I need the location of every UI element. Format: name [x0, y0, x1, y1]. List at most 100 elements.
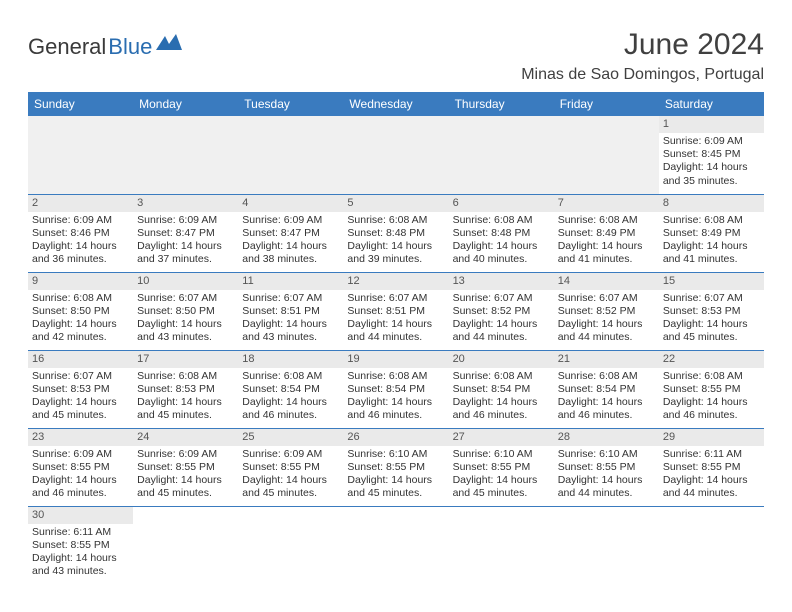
sunrise-text: Sunrise: 6:07 AM — [347, 292, 444, 305]
daylight-text: Daylight: 14 hours — [558, 240, 655, 253]
day-number: 28 — [554, 429, 659, 446]
sunset-text: Sunset: 8:52 PM — [453, 305, 550, 318]
day-details: Sunrise: 6:09 AMSunset: 8:55 PMDaylight:… — [133, 446, 238, 505]
sunset-text: Sunset: 8:53 PM — [663, 305, 760, 318]
sunrise-text: Sunrise: 6:08 AM — [453, 370, 550, 383]
daylight-text: Daylight: 14 hours — [137, 240, 234, 253]
sunset-text: Sunset: 8:47 PM — [137, 227, 234, 240]
calendar-cell: 10Sunrise: 6:07 AMSunset: 8:50 PMDayligh… — [133, 272, 238, 350]
day-header: Wednesday — [343, 92, 448, 116]
day-details: Sunrise: 6:07 AMSunset: 8:53 PMDaylight:… — [28, 368, 133, 427]
day-number: 30 — [28, 507, 133, 524]
daylight-text: and 38 minutes. — [242, 253, 339, 266]
day-details: Sunrise: 6:09 AMSunset: 8:55 PMDaylight:… — [238, 446, 343, 505]
day-details: Sunrise: 6:07 AMSunset: 8:50 PMDaylight:… — [133, 290, 238, 349]
sunrise-text: Sunrise: 6:09 AM — [137, 448, 234, 461]
daylight-text: and 42 minutes. — [32, 331, 129, 344]
calendar-cell: 11Sunrise: 6:07 AMSunset: 8:51 PMDayligh… — [238, 272, 343, 350]
sunrise-text: Sunrise: 6:07 AM — [453, 292, 550, 305]
calendar-cell — [133, 506, 238, 584]
sunset-text: Sunset: 8:54 PM — [453, 383, 550, 396]
day-details: Sunrise: 6:11 AMSunset: 8:55 PMDaylight:… — [659, 446, 764, 505]
daylight-text: and 44 minutes. — [558, 331, 655, 344]
month-title: June 2024 — [521, 28, 764, 62]
sunrise-text: Sunrise: 6:08 AM — [558, 214, 655, 227]
day-details: Sunrise: 6:08 AMSunset: 8:54 PMDaylight:… — [449, 368, 554, 427]
calendar-table: Sunday Monday Tuesday Wednesday Thursday… — [28, 92, 764, 584]
day-number: 17 — [133, 351, 238, 368]
day-header: Tuesday — [238, 92, 343, 116]
daylight-text: Daylight: 14 hours — [347, 240, 444, 253]
calendar-cell — [238, 506, 343, 584]
brand-mark-icon — [156, 34, 182, 52]
daylight-text: Daylight: 14 hours — [137, 474, 234, 487]
calendar-cell: 25Sunrise: 6:09 AMSunset: 8:55 PMDayligh… — [238, 428, 343, 506]
calendar-cell: 18Sunrise: 6:08 AMSunset: 8:54 PMDayligh… — [238, 350, 343, 428]
sunrise-text: Sunrise: 6:11 AM — [32, 526, 129, 539]
header: GeneralBlue June 2024 Minas de Sao Domin… — [28, 28, 764, 84]
sunset-text: Sunset: 8:54 PM — [242, 383, 339, 396]
day-details: Sunrise: 6:08 AMSunset: 8:54 PMDaylight:… — [343, 368, 448, 427]
brand-blue: Blue — [108, 34, 152, 60]
day-details: Sunrise: 6:08 AMSunset: 8:54 PMDaylight:… — [238, 368, 343, 427]
daylight-text: Daylight: 14 hours — [242, 474, 339, 487]
daylight-text: Daylight: 14 hours — [663, 474, 760, 487]
day-details: Sunrise: 6:08 AMSunset: 8:48 PMDaylight:… — [449, 212, 554, 271]
calendar-week: 2Sunrise: 6:09 AMSunset: 8:46 PMDaylight… — [28, 194, 764, 272]
day-details: Sunrise: 6:08 AMSunset: 8:54 PMDaylight:… — [554, 368, 659, 427]
sunrise-text: Sunrise: 6:08 AM — [663, 370, 760, 383]
day-number: 7 — [554, 195, 659, 212]
day-details: Sunrise: 6:09 AMSunset: 8:45 PMDaylight:… — [659, 133, 764, 192]
daylight-text: Daylight: 14 hours — [137, 396, 234, 409]
brand-logo: GeneralBlue — [28, 28, 182, 60]
day-number: 14 — [554, 273, 659, 290]
day-details: Sunrise: 6:09 AMSunset: 8:55 PMDaylight:… — [28, 446, 133, 505]
sunset-text: Sunset: 8:45 PM — [663, 148, 760, 161]
sunset-text: Sunset: 8:55 PM — [663, 461, 760, 474]
day-details: Sunrise: 6:07 AMSunset: 8:52 PMDaylight:… — [554, 290, 659, 349]
day-number: 6 — [449, 195, 554, 212]
day-number: 13 — [449, 273, 554, 290]
day-details: Sunrise: 6:07 AMSunset: 8:52 PMDaylight:… — [449, 290, 554, 349]
calendar-cell: 28Sunrise: 6:10 AMSunset: 8:55 PMDayligh… — [554, 428, 659, 506]
calendar-cell — [28, 116, 133, 194]
sunrise-text: Sunrise: 6:07 AM — [137, 292, 234, 305]
daylight-text: and 46 minutes. — [347, 409, 444, 422]
calendar-week: 1Sunrise: 6:09 AMSunset: 8:45 PMDaylight… — [28, 116, 764, 194]
sunset-text: Sunset: 8:55 PM — [242, 461, 339, 474]
calendar-cell: 16Sunrise: 6:07 AMSunset: 8:53 PMDayligh… — [28, 350, 133, 428]
sunrise-text: Sunrise: 6:08 AM — [558, 370, 655, 383]
day-details: Sunrise: 6:07 AMSunset: 8:53 PMDaylight:… — [659, 290, 764, 349]
day-number: 2 — [28, 195, 133, 212]
daylight-text: Daylight: 14 hours — [558, 474, 655, 487]
sunset-text: Sunset: 8:53 PM — [137, 383, 234, 396]
calendar-cell: 22Sunrise: 6:08 AMSunset: 8:55 PMDayligh… — [659, 350, 764, 428]
daylight-text: and 43 minutes. — [242, 331, 339, 344]
day-number: 11 — [238, 273, 343, 290]
calendar-week: 9Sunrise: 6:08 AMSunset: 8:50 PMDaylight… — [28, 272, 764, 350]
calendar-cell: 20Sunrise: 6:08 AMSunset: 8:54 PMDayligh… — [449, 350, 554, 428]
sunrise-text: Sunrise: 6:07 AM — [558, 292, 655, 305]
daylight-text: and 44 minutes. — [347, 331, 444, 344]
calendar-cell: 17Sunrise: 6:08 AMSunset: 8:53 PMDayligh… — [133, 350, 238, 428]
calendar-week: 30Sunrise: 6:11 AMSunset: 8:55 PMDayligh… — [28, 506, 764, 584]
day-details: Sunrise: 6:08 AMSunset: 8:49 PMDaylight:… — [554, 212, 659, 271]
day-details: Sunrise: 6:08 AMSunset: 8:55 PMDaylight:… — [659, 368, 764, 427]
sunrise-text: Sunrise: 6:08 AM — [663, 214, 760, 227]
daylight-text: and 45 minutes. — [663, 331, 760, 344]
sunset-text: Sunset: 8:55 PM — [663, 383, 760, 396]
daylight-text: and 40 minutes. — [453, 253, 550, 266]
daylight-text: and 45 minutes. — [137, 409, 234, 422]
daylight-text: and 45 minutes. — [137, 487, 234, 500]
day-number: 20 — [449, 351, 554, 368]
sunrise-text: Sunrise: 6:09 AM — [137, 214, 234, 227]
calendar-cell: 7Sunrise: 6:08 AMSunset: 8:49 PMDaylight… — [554, 194, 659, 272]
sunset-text: Sunset: 8:52 PM — [558, 305, 655, 318]
sunset-text: Sunset: 8:55 PM — [32, 461, 129, 474]
sunset-text: Sunset: 8:54 PM — [558, 383, 655, 396]
daylight-text: and 37 minutes. — [137, 253, 234, 266]
day-number: 3 — [133, 195, 238, 212]
sunrise-text: Sunrise: 6:09 AM — [663, 135, 760, 148]
sunrise-text: Sunrise: 6:09 AM — [32, 214, 129, 227]
daylight-text: and 44 minutes. — [663, 487, 760, 500]
